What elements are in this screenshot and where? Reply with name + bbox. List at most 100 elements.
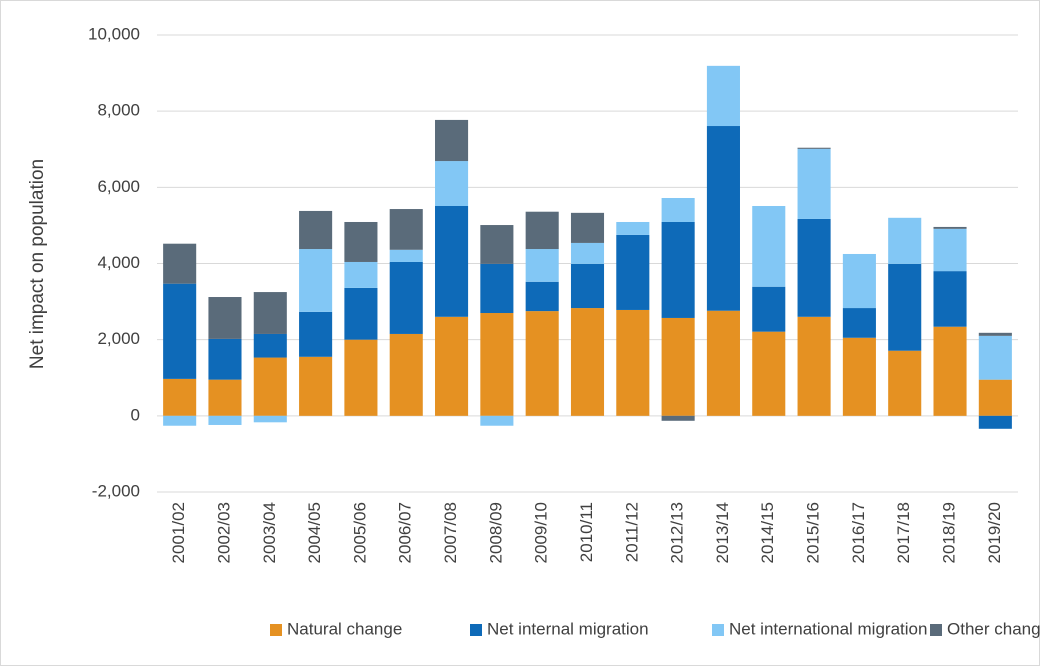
- bar-segment: [253, 357, 287, 416]
- bar-segment: [933, 271, 967, 327]
- bar-segment: [435, 119, 469, 162]
- x-tick-label: 2010/11: [577, 502, 596, 562]
- bar-segment: [525, 249, 559, 282]
- bar-segment: [163, 415, 197, 426]
- bar-segment: [752, 286, 786, 332]
- bar-segment: [978, 379, 1012, 416]
- bar-segment: [978, 332, 1012, 336]
- bar-segment: [299, 249, 333, 312]
- bar-segment: [208, 297, 242, 339]
- bar-segment: [933, 326, 967, 416]
- bar-segment: [389, 209, 423, 250]
- bar-segment: [480, 225, 514, 264]
- legend-swatch: [712, 624, 724, 636]
- bar-segment: [253, 415, 287, 423]
- bar-segment: [978, 335, 1012, 380]
- x-tick-label: 2018/19: [940, 502, 959, 563]
- bar-segment: [570, 308, 605, 416]
- x-tick-label: 2017/18: [894, 502, 913, 563]
- x-tick-label: 2015/16: [804, 502, 823, 563]
- bar-segment: [525, 311, 559, 416]
- x-tick-label: 2016/17: [849, 502, 868, 563]
- x-tick-label: 2006/07: [396, 502, 415, 563]
- bar-segment: [389, 249, 423, 262]
- bar-segment: [344, 287, 378, 340]
- bar-segment: [888, 263, 922, 351]
- x-tick-label: 2019/20: [985, 502, 1004, 563]
- bar-segment: [570, 212, 605, 243]
- bar-segment: [706, 65, 740, 127]
- bar-segment: [299, 210, 333, 250]
- x-tick-label: 2014/15: [758, 502, 777, 563]
- bar-segment: [480, 313, 514, 416]
- bar-segment: [435, 161, 469, 206]
- bar-segment: [344, 339, 378, 416]
- x-tick-label: 2005/06: [350, 502, 369, 563]
- y-tick-label: 2,000: [97, 329, 140, 348]
- legend-label: Natural change: [287, 619, 402, 638]
- bar-segment: [616, 309, 650, 416]
- bar-segment: [163, 283, 197, 379]
- x-tick-label: 2011/12: [622, 502, 641, 562]
- legend-label: Other change: [947, 619, 1040, 638]
- bar-segment: [752, 205, 786, 287]
- bar-segment: [344, 261, 378, 288]
- bar-segment: [797, 316, 831, 416]
- bar-segment: [389, 261, 423, 334]
- bar-segment: [480, 415, 514, 426]
- bar-segment: [842, 308, 876, 338]
- bar-segment: [163, 378, 197, 416]
- bar-segment: [253, 292, 287, 334]
- bar-segment: [616, 234, 650, 310]
- bar-segment: [435, 205, 469, 317]
- bar-segment: [752, 331, 786, 416]
- bar-segment: [933, 226, 967, 229]
- bar-segment: [888, 217, 922, 264]
- bar-segment: [706, 310, 740, 416]
- bar-segment: [344, 221, 378, 262]
- x-tick-label: 2008/09: [486, 502, 505, 563]
- y-tick-label: -2,000: [92, 481, 140, 500]
- legend-swatch: [930, 624, 942, 636]
- bar-segment: [797, 147, 831, 149]
- bar-segment: [797, 148, 831, 219]
- bar-segment: [208, 379, 242, 416]
- bar-segment: [706, 126, 740, 311]
- bar-segment: [525, 211, 559, 250]
- x-tick-label: 2004/05: [305, 502, 324, 563]
- bar-segment: [661, 317, 695, 416]
- bar-segment: [208, 338, 242, 380]
- bar-segment: [842, 337, 876, 416]
- bar-segment: [888, 350, 922, 416]
- y-axis-label: Net impact on population: [27, 159, 48, 369]
- bar-segment: [435, 316, 469, 416]
- bar-segment: [570, 242, 605, 264]
- bar-segment: [208, 415, 242, 425]
- x-tick-label: 2003/04: [260, 502, 279, 563]
- bar-segment: [389, 333, 423, 416]
- y-tick-label: 6,000: [97, 177, 140, 196]
- bar-segment: [661, 415, 695, 421]
- y-tick-label: 0: [131, 405, 140, 424]
- bar-segment: [480, 263, 514, 314]
- bar-segment: [933, 228, 967, 272]
- bar-segment: [616, 221, 650, 235]
- bar-segment: [842, 253, 876, 309]
- bar-segment: [797, 218, 831, 317]
- legend-swatch: [470, 624, 482, 636]
- x-tick-label: 2009/10: [532, 502, 551, 563]
- x-tick-label: 2007/08: [441, 502, 460, 563]
- x-tick-label: 2001/02: [169, 502, 188, 563]
- y-tick-label: 4,000: [97, 253, 140, 272]
- bar-segment: [299, 311, 333, 357]
- bar-segment: [661, 197, 695, 222]
- legend-label: Net internal migration: [487, 619, 649, 638]
- y-tick-label: 10,000: [88, 24, 140, 43]
- bar-segment: [525, 281, 559, 312]
- bar-segment: [253, 333, 287, 358]
- x-tick-label: 2012/13: [668, 502, 687, 563]
- legend-label: Net international migration: [729, 619, 927, 638]
- legend-swatch: [270, 624, 282, 636]
